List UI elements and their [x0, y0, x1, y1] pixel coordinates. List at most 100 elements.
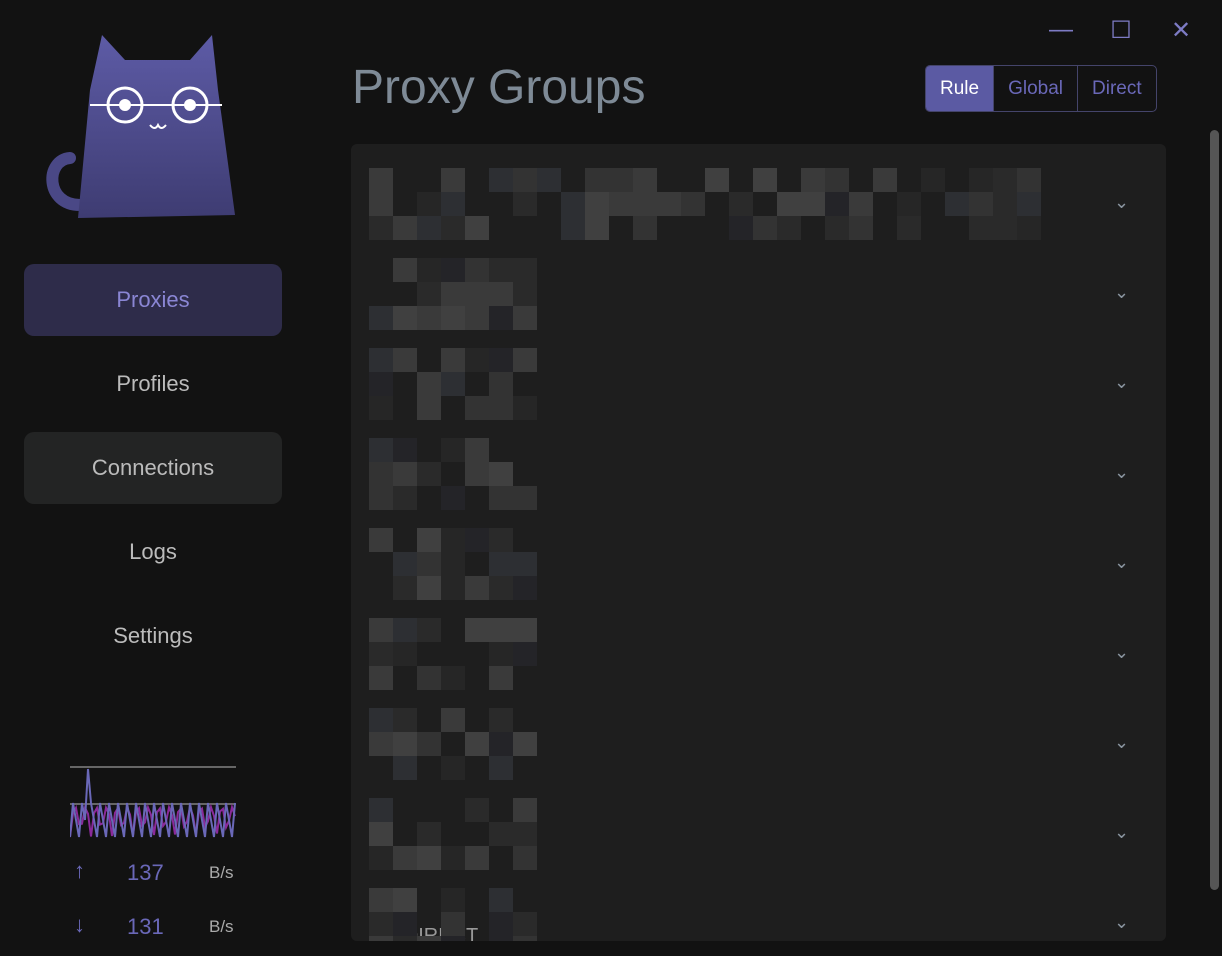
obscured-content [465, 618, 489, 642]
obscured-content [369, 306, 393, 330]
obscured-content [489, 756, 513, 780]
arrow-down-icon: ↓ [74, 912, 85, 937]
obscured-content [729, 192, 753, 216]
obscured-content [657, 192, 681, 216]
obscured-content [513, 618, 537, 642]
obscured-content [369, 528, 393, 552]
chevron-down-icon[interactable]: ⌄ [1114, 912, 1130, 932]
obscured-content [513, 798, 537, 822]
proxy-groups-list: ➤ DIRECT ⌄⌄⌄⌄⌄⌄⌄⌄⌄ [351, 144, 1166, 941]
obscured-content [1017, 192, 1041, 216]
obscured-content [441, 912, 465, 936]
mode-rule-button[interactable]: Rule [926, 66, 994, 111]
obscured-content [393, 306, 417, 330]
obscured-content [369, 888, 393, 912]
obscured-content [489, 576, 513, 600]
mode-direct-button[interactable]: Direct [1077, 66, 1156, 111]
obscured-content [441, 348, 465, 372]
obscured-content [489, 552, 513, 576]
proxy-group[interactable]: ⌄ [351, 426, 1166, 516]
obscured-content [369, 486, 393, 510]
obscured-content [585, 168, 609, 192]
obscured-content [393, 552, 417, 576]
nav-connections[interactable]: Connections [24, 432, 282, 504]
obscured-content [369, 168, 393, 192]
proxy-group[interactable]: ⌄ [351, 876, 1166, 941]
obscured-content [369, 462, 393, 486]
obscured-content [441, 708, 465, 732]
obscured-content [969, 192, 993, 216]
obscured-content [513, 396, 537, 420]
obscured-content [585, 192, 609, 216]
obscured-content [489, 666, 513, 690]
upload-unit: B/s [209, 863, 234, 882]
nav-proxies[interactable]: Proxies [24, 264, 282, 336]
page-title: Proxy Groups [352, 61, 646, 114]
obscured-content [849, 192, 873, 216]
obscured-content [897, 192, 921, 216]
proxy-group[interactable]: ⌄ [351, 336, 1166, 426]
scrollbar[interactable] [1210, 130, 1219, 890]
obscured-content [489, 642, 513, 666]
obscured-content [489, 486, 513, 510]
chevron-down-icon[interactable]: ⌄ [1114, 642, 1130, 662]
proxy-group[interactable]: ⌄ [351, 516, 1166, 606]
obscured-content [393, 486, 417, 510]
obscured-content [825, 216, 849, 240]
obscured-content [465, 732, 489, 756]
chevron-down-icon[interactable]: ⌄ [1114, 372, 1130, 392]
obscured-content [369, 822, 393, 846]
obscured-content [441, 192, 465, 216]
proxy-group[interactable]: ⌄ [351, 246, 1166, 336]
close-icon[interactable]: ✕ [1170, 17, 1192, 44]
download-unit: B/s [209, 917, 234, 936]
obscured-content [417, 372, 441, 396]
nav-logs[interactable]: Logs [129, 539, 177, 564]
obscured-content [417, 552, 441, 576]
obscured-content [441, 576, 465, 600]
proxy-group[interactable]: ⌄ [351, 696, 1166, 786]
obscured-content [561, 192, 585, 216]
chevron-down-icon[interactable]: ⌄ [1114, 822, 1130, 842]
chevron-down-icon[interactable]: ⌄ [1114, 552, 1130, 572]
obscured-content [393, 348, 417, 372]
obscured-content [417, 258, 441, 282]
obscured-content [393, 888, 417, 912]
minimize-icon[interactable]: — [1049, 16, 1073, 43]
chevron-down-icon[interactable]: ⌄ [1114, 282, 1130, 302]
obscured-content [489, 936, 513, 941]
obscured-content [441, 666, 465, 690]
obscured-content [777, 216, 801, 240]
obscured-content [513, 168, 537, 192]
obscured-content [465, 576, 489, 600]
proxy-group[interactable]: ⌄ [351, 786, 1166, 876]
obscured-content [417, 282, 441, 306]
obscured-content [489, 888, 513, 912]
obscured-content [465, 798, 489, 822]
obscured-content [1017, 168, 1041, 192]
mode-global-button[interactable]: Global [993, 66, 1077, 111]
obscured-content [513, 846, 537, 870]
obscured-content [609, 192, 633, 216]
obscured-content [393, 732, 417, 756]
maximize-icon[interactable]: ☐ [1110, 17, 1132, 44]
obscured-content [489, 822, 513, 846]
chevron-down-icon[interactable]: ⌄ [1114, 732, 1130, 752]
obscured-content [801, 168, 825, 192]
obscured-content [993, 216, 1017, 240]
obscured-content [369, 666, 393, 690]
obscured-content [489, 372, 513, 396]
nav-settings[interactable]: Settings [113, 623, 193, 648]
obscured-content [369, 192, 393, 216]
chevron-down-icon[interactable]: ⌄ [1114, 462, 1130, 482]
obscured-content [513, 732, 537, 756]
obscured-content [441, 888, 465, 912]
obscured-content [441, 372, 465, 396]
nav-profiles[interactable]: Profiles [116, 371, 190, 396]
obscured-content [393, 642, 417, 666]
chevron-down-icon[interactable]: ⌄ [1114, 192, 1130, 212]
obscured-content [801, 192, 825, 216]
proxy-group[interactable]: ⌄ [351, 156, 1166, 246]
proxy-group[interactable]: ⌄ [351, 606, 1166, 696]
obscured-content [537, 168, 561, 192]
